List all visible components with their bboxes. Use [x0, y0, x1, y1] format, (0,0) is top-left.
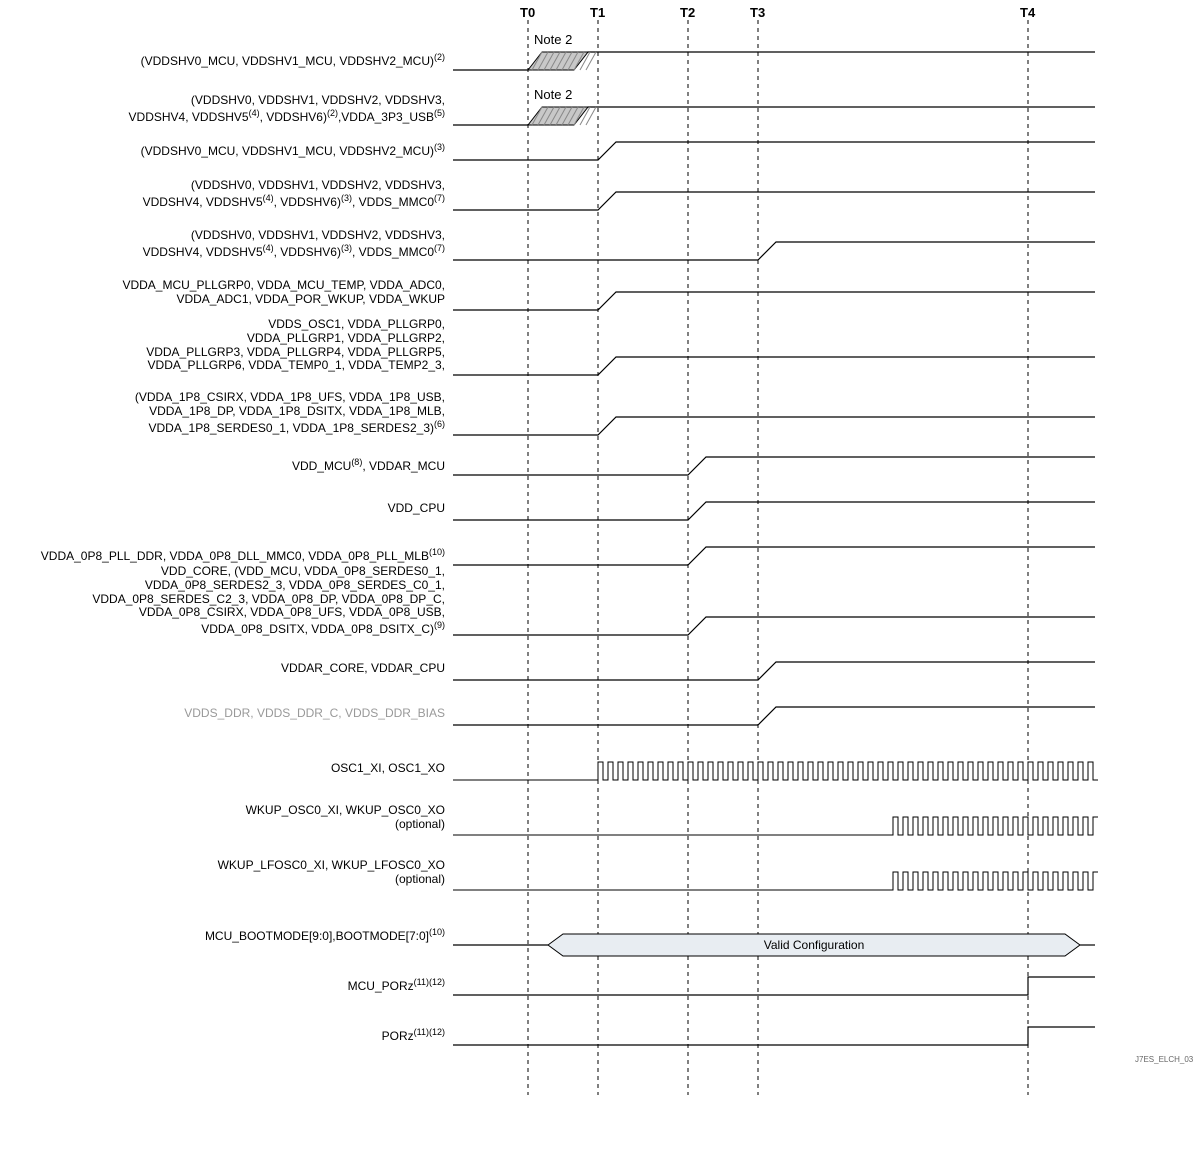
signal-label-4: (VDDSHV0, VDDSHV1, VDDSHV2, VDDSHV3,VDDS…: [5, 229, 445, 260]
signal-label-13: VDDS_DDR, VDDS_DDR_C, VDDS_DDR_BIAS: [5, 707, 445, 721]
signal-label-19: PORz(11)(12): [5, 1027, 445, 1044]
time-marker-T3: T3: [750, 5, 765, 20]
signal-label-8: VDD_MCU(8), VDDAR_MCU: [5, 457, 445, 474]
signal-line-7: [453, 417, 1095, 435]
time-marker-T1: T1: [590, 5, 605, 20]
time-marker-T4: T4: [1020, 5, 1035, 20]
signal-line-5: [453, 292, 1095, 310]
signal-line-10: [453, 547, 1095, 565]
signal-line-19: [453, 1027, 1095, 1045]
signal-label-1: (VDDSHV0, VDDSHV1, VDDSHV2, VDDSHV3,VDDS…: [5, 94, 445, 125]
figure-id: J7ES_ELCH_03: [1135, 1055, 1193, 1064]
signal-label-0: (VDDSHV0_MCU, VDDSHV1_MCU, VDDSHV2_MCU)(…: [5, 52, 445, 69]
signal-label-3: (VDDSHV0, VDDSHV1, VDDSHV2, VDDSHV3,VDDS…: [5, 179, 445, 210]
note-1: Note 2: [534, 87, 572, 102]
signal-line-3: [453, 192, 1095, 210]
signal-label-2: (VDDSHV0_MCU, VDDSHV1_MCU, VDDSHV2_MCU)(…: [5, 142, 445, 159]
signal-clock-15: [453, 817, 1098, 835]
signal-label-10: VDDA_0P8_PLL_DDR, VDDA_0P8_DLL_MMC0, VDD…: [5, 547, 445, 564]
signal-line-2: [453, 142, 1095, 160]
signal-clock-14: [453, 762, 1098, 780]
time-marker-T2: T2: [680, 5, 695, 20]
signal-label-7: (VDDA_1P8_CSIRX, VDDA_1P8_UFS, VDDA_1P8_…: [5, 391, 445, 435]
signal-label-11: VDD_CORE, (VDD_MCU, VDDA_0P8_SERDES0_1,V…: [5, 565, 445, 637]
signal-line-18: [453, 977, 1095, 995]
signal-line-9: [453, 502, 1095, 520]
signal-label-12: VDDAR_CORE, VDDAR_CPU: [5, 662, 445, 676]
signal-label-16: WKUP_LFOSC0_XI, WKUP_LFOSC0_XO(optional): [5, 859, 445, 887]
signal-label-17: MCU_BOOTMODE[9:0],BOOTMODE[7:0](10): [5, 927, 445, 944]
signal-line-12: [453, 662, 1095, 680]
signal-label-5: VDDA_MCU_PLLGRP0, VDDA_MCU_TEMP, VDDA_AD…: [5, 279, 445, 307]
signal-line-6: [453, 357, 1095, 375]
signal-label-6: VDDS_OSC1, VDDA_PLLGRP0,VDDA_PLLGRP1, VD…: [5, 318, 445, 373]
signal-label-14: OSC1_XI, OSC1_XO: [5, 762, 445, 776]
signal-clock-16: [453, 872, 1098, 890]
signal-line-4: [453, 242, 1095, 260]
signal-line-13: [453, 707, 1095, 725]
signal-label-9: VDD_CPU: [5, 502, 445, 516]
signal-line-11: [453, 617, 1095, 635]
signal-label-15: WKUP_OSC0_XI, WKUP_OSC0_XO(optional): [5, 804, 445, 832]
signal-line-8: [453, 457, 1095, 475]
note-0: Note 2: [534, 32, 572, 47]
bootmode-hex-label: Valid Configuration: [764, 938, 865, 952]
signal-label-18: MCU_PORz(11)(12): [5, 977, 445, 994]
time-marker-T0: T0: [520, 5, 535, 20]
